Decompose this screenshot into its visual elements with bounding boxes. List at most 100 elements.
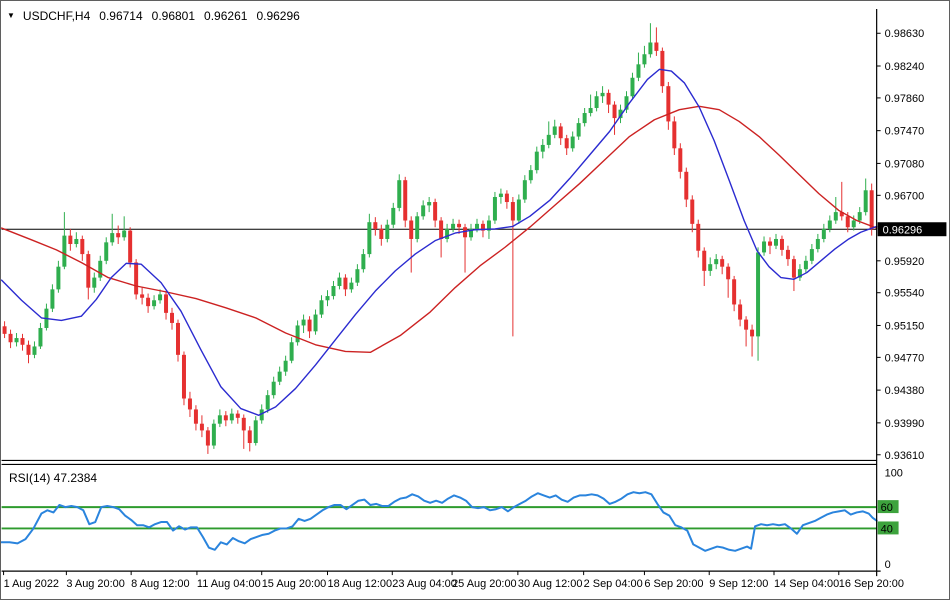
candle-body-up: [301, 319, 306, 326]
rsi-level-badge-label: 60: [881, 502, 893, 514]
candle-body-up: [570, 136, 575, 149]
candle-body-up: [62, 235, 67, 267]
candle-body-up: [253, 420, 258, 444]
ohlc-close-value: 0.96296: [256, 9, 300, 23]
candle-body-up: [540, 144, 545, 152]
candle-body-up: [104, 242, 109, 261]
candle-body-up: [486, 220, 491, 231]
candle-body-up: [582, 113, 587, 124]
candle-body-up: [469, 228, 474, 238]
candle-body-up: [827, 220, 832, 229]
candle-body-up: [600, 92, 605, 97]
candle-body-down: [726, 266, 731, 280]
candle-body-down: [750, 329, 755, 337]
candle-body-up: [331, 285, 336, 297]
candle-body-up: [325, 296, 330, 301]
candle-body-up: [271, 381, 276, 396]
rsi-level-badge: [877, 521, 899, 535]
candle-body-up: [217, 415, 222, 424]
candle-body-up: [277, 371, 282, 382]
time-axis-label: 6 Sep 20:00: [644, 578, 703, 590]
candle-body-down: [373, 222, 378, 229]
candle-body-up: [283, 360, 288, 372]
candle-body-down: [439, 220, 444, 239]
candle-body-up: [863, 190, 868, 213]
symbol-timeframe-label: USDCHF,H4: [22, 9, 91, 23]
time-axis-label: 30 Aug 12:00: [518, 578, 583, 590]
candle-body-down: [744, 319, 749, 330]
candle-body-up: [74, 238, 79, 245]
candle-body-down: [134, 262, 139, 295]
symbol-dropdown-icon[interactable]: ▼: [7, 11, 15, 20]
candle-body-up: [337, 277, 342, 286]
candle-body-up: [158, 294, 163, 301]
candle-body-up: [415, 216, 420, 239]
rsi-line: [1, 491, 878, 552]
candle-body-down: [187, 398, 192, 410]
candle-body-up: [821, 228, 826, 239]
chart-title: ▼ USDCHF,H4 0.96714 0.96801 0.96261 0.96…: [7, 9, 300, 23]
candle-body-up: [594, 96, 599, 108]
candle-body-up: [498, 193, 503, 197]
candle-body-up: [552, 126, 557, 135]
candle-body-up: [355, 269, 360, 283]
candle-body-down: [690, 199, 695, 224]
candle-body-up: [229, 413, 234, 421]
candle-body-up: [14, 338, 19, 343]
candle-body-up: [815, 238, 820, 250]
candle-body-down: [702, 250, 707, 271]
candle-body-up: [385, 224, 390, 239]
time-axis-label: 9 Sep 12:00: [709, 578, 768, 590]
price-axis-label: 0.97860: [885, 93, 925, 105]
candle-body-up: [803, 260, 808, 270]
time-axis-label: 3 Aug 20:00: [66, 578, 124, 590]
time-axis-label: 25 Aug 20:00: [452, 578, 517, 590]
candle-body-down: [8, 333, 13, 343]
candle-body-down: [845, 216, 850, 228]
candle-body-up: [762, 241, 767, 253]
candle-body-up: [349, 282, 354, 290]
candle-body-down: [116, 233, 121, 238]
time-axis-label: 1 Aug 2022: [4, 578, 59, 590]
candle-body-down: [869, 190, 874, 230]
candle-body-down: [140, 294, 145, 298]
candle-body-up: [636, 64, 641, 78]
candle-body-up: [475, 223, 479, 229]
candle-body-down: [433, 202, 438, 221]
candle-body-down: [193, 409, 198, 424]
candle-body-down: [791, 259, 796, 278]
candle-body-down: [247, 430, 252, 444]
candle-body-down: [785, 249, 790, 260]
candle-body-up: [630, 77, 635, 97]
price-axis-label: 0.93610: [885, 450, 925, 462]
candle-body-up: [534, 151, 539, 171]
price-axis-label: 0.95920: [885, 256, 925, 268]
candle-body-down: [26, 344, 31, 355]
candle-body-down: [80, 238, 85, 255]
candle-body-up: [427, 202, 432, 206]
candle-body-down: [205, 430, 210, 446]
candle-body-down: [20, 338, 25, 345]
candle-body-down: [128, 230, 133, 263]
candle-body-up: [397, 180, 402, 208]
candle-body-down: [672, 121, 677, 149]
candle-body-up: [211, 423, 216, 446]
time-axis-label: 14 Sep 04:00: [774, 578, 839, 590]
candle-body-up: [38, 327, 43, 347]
ohlc-open-value: 0.96714: [99, 9, 143, 23]
candle-body-down: [457, 223, 462, 228]
time-axis-label: 8 Aug 12:00: [131, 578, 189, 590]
candle-body-up: [313, 314, 318, 332]
ma-red-line: [1, 105, 878, 354]
rsi-axis-label-0: 0: [885, 559, 891, 571]
candle-body-up: [110, 233, 115, 243]
candle-body-up: [528, 170, 533, 181]
candle-body-down: [768, 241, 773, 246]
candle-body-down: [504, 193, 509, 203]
candle-body-up: [152, 300, 157, 307]
candle-body-up: [833, 212, 838, 221]
candle-body-up: [295, 325, 300, 343]
ma-blue-line: [1, 68, 878, 417]
